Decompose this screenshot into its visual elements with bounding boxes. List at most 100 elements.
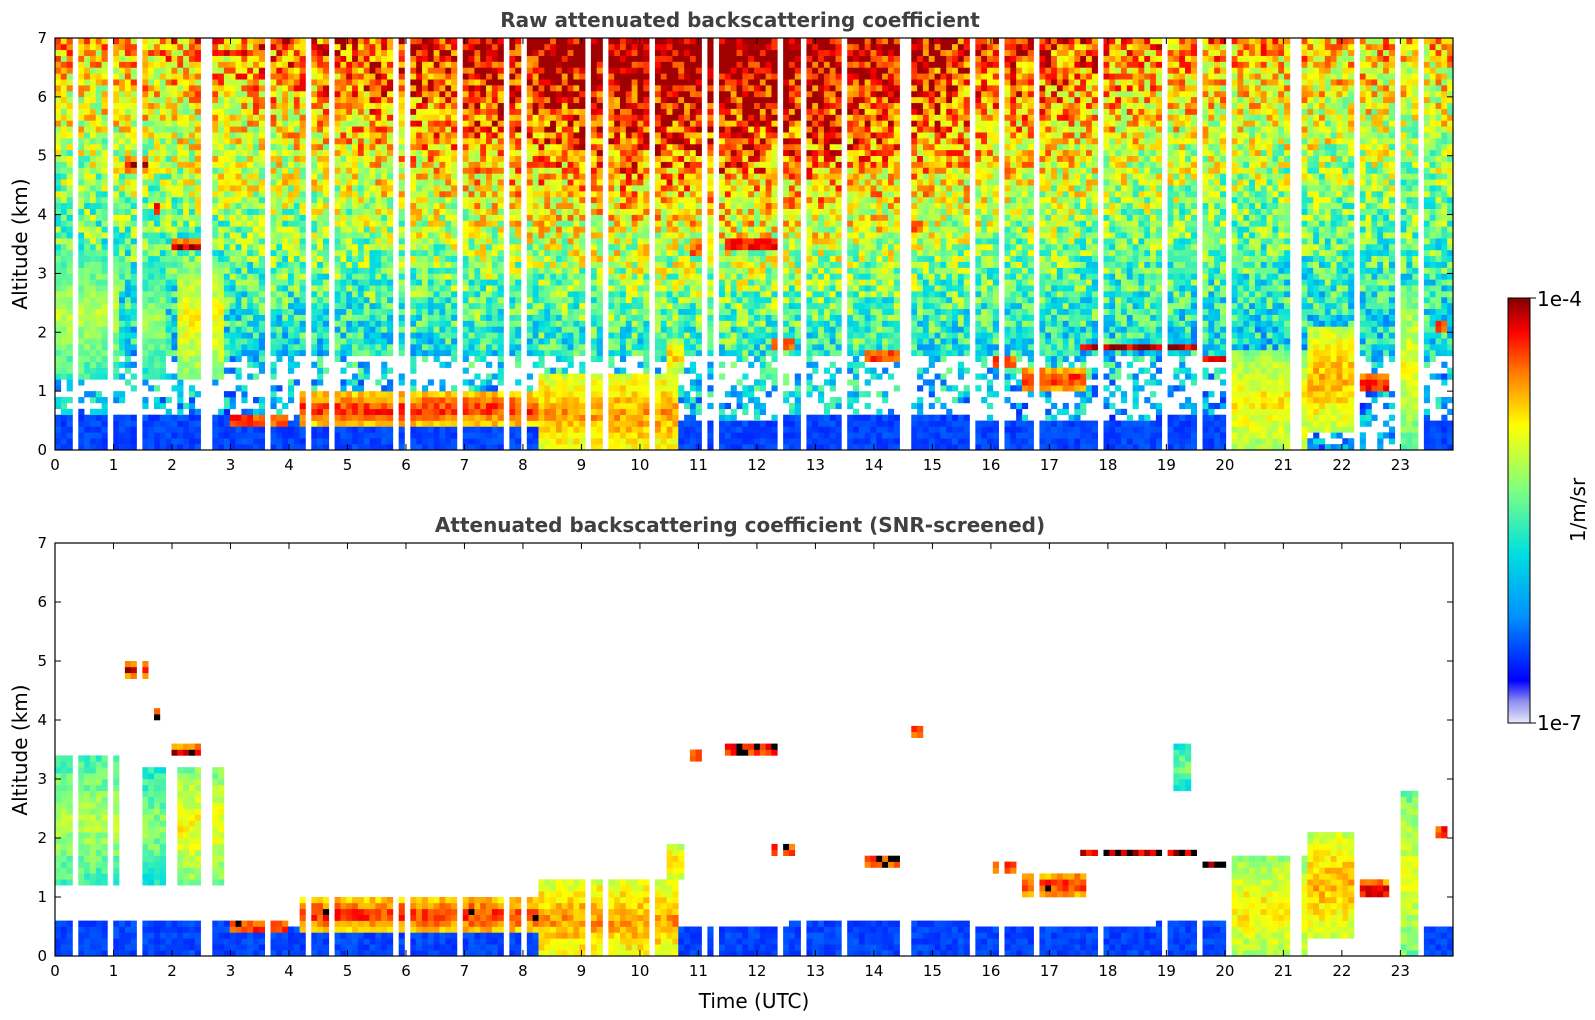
heatmap-cell [439, 143, 446, 151]
heatmap-cell [247, 73, 254, 80]
heatmap-cell [474, 438, 481, 445]
heatmap-cell [241, 244, 248, 251]
heatmap-cell [486, 420, 493, 427]
heatmap-cell [66, 138, 73, 145]
heatmap-cell [398, 220, 405, 227]
heatmap-cell [352, 426, 359, 433]
heatmap-cell [171, 326, 178, 333]
heatmap-cell [247, 338, 254, 345]
heatmap-cell [369, 397, 376, 404]
heatmap-cell [550, 90, 557, 98]
heatmap-cell [421, 79, 429, 86]
heatmap-cell [480, 208, 487, 215]
heatmap-cell [270, 420, 277, 427]
heatmap-cell [229, 391, 236, 398]
heatmap-cell [544, 138, 551, 145]
heatmap-cell [212, 432, 219, 439]
heatmap-cell [544, 238, 551, 245]
heatmap-cell [270, 132, 277, 139]
heatmap-cell [317, 167, 324, 174]
heatmap-cell [154, 232, 161, 239]
heatmap-cell [223, 96, 231, 104]
heatmap-cell [357, 314, 365, 321]
heatmap-cell [491, 102, 499, 109]
heatmap-cell [253, 308, 260, 315]
heatmap-cell [148, 285, 155, 292]
heatmap-cell [445, 108, 452, 115]
heatmap-cell [130, 432, 137, 439]
heatmap-cell [421, 185, 429, 192]
heatmap-cell [148, 326, 155, 333]
heatmap-cell [474, 43, 481, 51]
heatmap-cell [468, 420, 475, 427]
heatmap-cell [357, 191, 365, 198]
heatmap-cell [241, 261, 248, 268]
heatmap-cell [555, 61, 563, 68]
heatmap-cell [538, 149, 545, 157]
heatmap-cell [194, 244, 201, 251]
heatmap-cell [299, 420, 306, 427]
heatmap-cell [363, 208, 370, 215]
heatmap-cell [474, 143, 481, 151]
heatmap-cell [526, 214, 533, 221]
heatmap-cell [387, 149, 394, 157]
heatmap-cell [491, 196, 499, 204]
heatmap-cell [89, 291, 97, 298]
heatmap-cell [398, 214, 405, 221]
heatmap-cell [497, 149, 504, 157]
heatmap-cell [474, 185, 481, 192]
heatmap-cell [497, 379, 504, 386]
heatmap-cell [561, 179, 568, 186]
heatmap-cell [567, 285, 574, 292]
heatmap-cell [154, 49, 161, 56]
heatmap-cell [66, 255, 73, 262]
heatmap-cell [311, 43, 318, 51]
heatmap-cell [340, 332, 347, 339]
heatmap-cell [375, 214, 382, 221]
heatmap-cell [322, 296, 330, 304]
heatmap-cell [532, 232, 539, 239]
heatmap-cell [78, 73, 85, 80]
heatmap-cell [567, 349, 574, 357]
heatmap-cell [258, 249, 266, 257]
heatmap-cell [363, 220, 370, 227]
heatmap-cell [60, 296, 67, 304]
heatmap-cell [124, 73, 132, 80]
heatmap-cell [218, 261, 225, 268]
heatmap-cell [515, 438, 522, 445]
heatmap-cell [194, 102, 201, 109]
heatmap-cell [55, 361, 62, 368]
heatmap-cell [491, 373, 499, 380]
heatmap-cell [486, 61, 493, 68]
heatmap-cell [188, 391, 196, 398]
heatmap-cell [433, 126, 440, 133]
heatmap-cell [357, 279, 365, 286]
heatmap-cell [509, 155, 516, 162]
heatmap-cell [171, 49, 178, 56]
heatmap-cell [229, 155, 236, 162]
heatmap-cell [322, 67, 330, 74]
heatmap-cell [561, 73, 568, 80]
heatmap-cell [416, 438, 423, 445]
heatmap-cell [212, 61, 219, 68]
heatmap-cell [194, 179, 201, 186]
heatmap-cell [451, 208, 458, 215]
heatmap-cell [171, 432, 178, 439]
heatmap-cell [276, 355, 283, 363]
heatmap-cell [183, 302, 190, 310]
heatmap-cell [445, 238, 452, 245]
heatmap-cell [462, 149, 469, 157]
heatmap-cell [550, 179, 557, 186]
heatmap-cell [258, 344, 266, 351]
heatmap-cell [101, 67, 108, 74]
heatmap-cell [299, 302, 306, 310]
heatmap-cell [223, 191, 231, 198]
heatmap-cell [462, 79, 469, 86]
heatmap-cell [95, 326, 102, 333]
heatmap-cell [439, 414, 446, 421]
heatmap-cell [113, 444, 120, 451]
heatmap-cell [253, 149, 260, 157]
heatmap-cell [212, 444, 219, 451]
heatmap-cell [159, 438, 166, 445]
heatmap-cell [311, 314, 318, 321]
